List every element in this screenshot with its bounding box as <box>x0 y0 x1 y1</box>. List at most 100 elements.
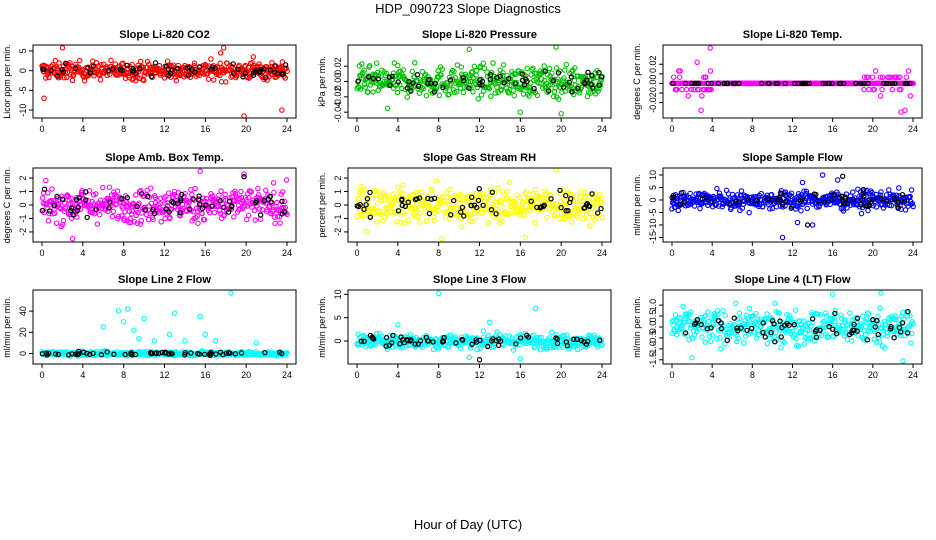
overlay-point <box>550 77 557 84</box>
data-point <box>877 74 884 80</box>
outlier-point <box>694 59 700 66</box>
data-point <box>63 204 69 210</box>
outlier-point <box>689 354 695 361</box>
data-point <box>699 93 705 99</box>
data-point <box>255 185 261 192</box>
scatter-points <box>39 290 290 359</box>
data-point <box>458 215 464 222</box>
data-point <box>110 208 117 215</box>
overlay-point <box>568 74 575 80</box>
data-point <box>133 192 139 198</box>
y-tick-label: 0 <box>18 202 28 207</box>
data-point <box>490 60 496 66</box>
data-point <box>508 83 515 89</box>
data-point <box>220 197 227 203</box>
data-point <box>45 218 52 224</box>
overlay-point <box>68 207 74 214</box>
overlay-point <box>773 80 779 87</box>
outlier-point <box>466 46 473 53</box>
overlay-point <box>708 80 715 87</box>
x-tick-label: 16 <box>828 370 838 380</box>
data-point <box>506 179 513 185</box>
outlier-point <box>151 338 158 344</box>
overlay-point <box>883 80 890 87</box>
data-point <box>714 185 720 192</box>
x-tick-label: 12 <box>159 124 169 134</box>
overlay-point <box>41 66 47 73</box>
data-point <box>194 213 200 219</box>
data-point <box>96 211 103 218</box>
overlay-point <box>575 85 581 92</box>
data-point <box>877 93 884 99</box>
data-point <box>279 189 286 195</box>
data-point <box>599 214 605 221</box>
outlier-point <box>532 305 539 312</box>
overlay-point <box>765 80 771 87</box>
data-point <box>492 90 498 96</box>
data-point <box>404 94 410 100</box>
data-point <box>100 184 106 191</box>
overlay-point <box>47 208 53 214</box>
data-point <box>245 212 252 219</box>
data-point <box>861 74 868 80</box>
overlay-point <box>75 204 82 210</box>
data-point <box>266 204 272 210</box>
overlay-point <box>230 61 236 67</box>
overlay-point <box>262 75 269 81</box>
data-point <box>179 68 186 74</box>
data-point <box>473 67 480 74</box>
data-point <box>115 213 122 220</box>
overlay-point <box>585 203 592 209</box>
overlay-point <box>487 76 493 83</box>
x-tick-label: 8 <box>750 124 755 134</box>
data-point <box>453 88 460 95</box>
data-point <box>107 197 113 203</box>
overlay-point <box>557 187 563 194</box>
data-point <box>677 68 683 74</box>
overlay-point <box>468 202 474 209</box>
data-point <box>141 77 147 84</box>
data-point <box>389 202 396 209</box>
outlier-point <box>171 310 178 316</box>
data-point <box>532 220 538 226</box>
x-tick-label: 0 <box>354 370 359 380</box>
outlier-point <box>220 45 227 51</box>
data-point <box>401 220 408 226</box>
y-tick-label: 20 <box>18 327 28 337</box>
data-point <box>910 80 916 87</box>
data-point <box>708 86 714 93</box>
data-point <box>232 188 238 195</box>
data-point <box>510 87 517 94</box>
overlay-point <box>534 204 540 211</box>
overlay-point <box>134 203 140 210</box>
figure-title: HDP_090723 Slope Diagnostics <box>375 1 561 16</box>
data-point <box>552 213 559 219</box>
overlay-point <box>90 63 97 69</box>
x-tick-label: 0 <box>354 124 359 134</box>
panel-title: Slope Gas Stream RH <box>423 152 536 164</box>
data-point <box>395 184 401 190</box>
panel-title: Slope Li-820 CO2 <box>119 29 209 41</box>
outlier-point <box>250 54 257 60</box>
data-point <box>284 68 290 74</box>
data-point <box>252 217 258 223</box>
data-point <box>435 207 441 214</box>
y-tick-label: 2 <box>18 176 28 181</box>
overlay-point <box>837 80 843 87</box>
data-point <box>801 341 808 347</box>
data-point <box>886 74 892 80</box>
overlay-point <box>563 192 569 199</box>
overlay-point <box>267 193 273 200</box>
overlay-point <box>822 80 829 87</box>
data-point <box>109 197 116 204</box>
data-point <box>277 220 283 226</box>
data-point <box>447 205 454 212</box>
x-tick-label: 12 <box>474 370 484 380</box>
data-point <box>865 207 871 214</box>
data-point <box>451 68 457 75</box>
overlay-point <box>124 194 131 201</box>
overlay-point <box>83 197 89 203</box>
outlier-point <box>217 50 224 56</box>
data-point <box>45 190 51 196</box>
